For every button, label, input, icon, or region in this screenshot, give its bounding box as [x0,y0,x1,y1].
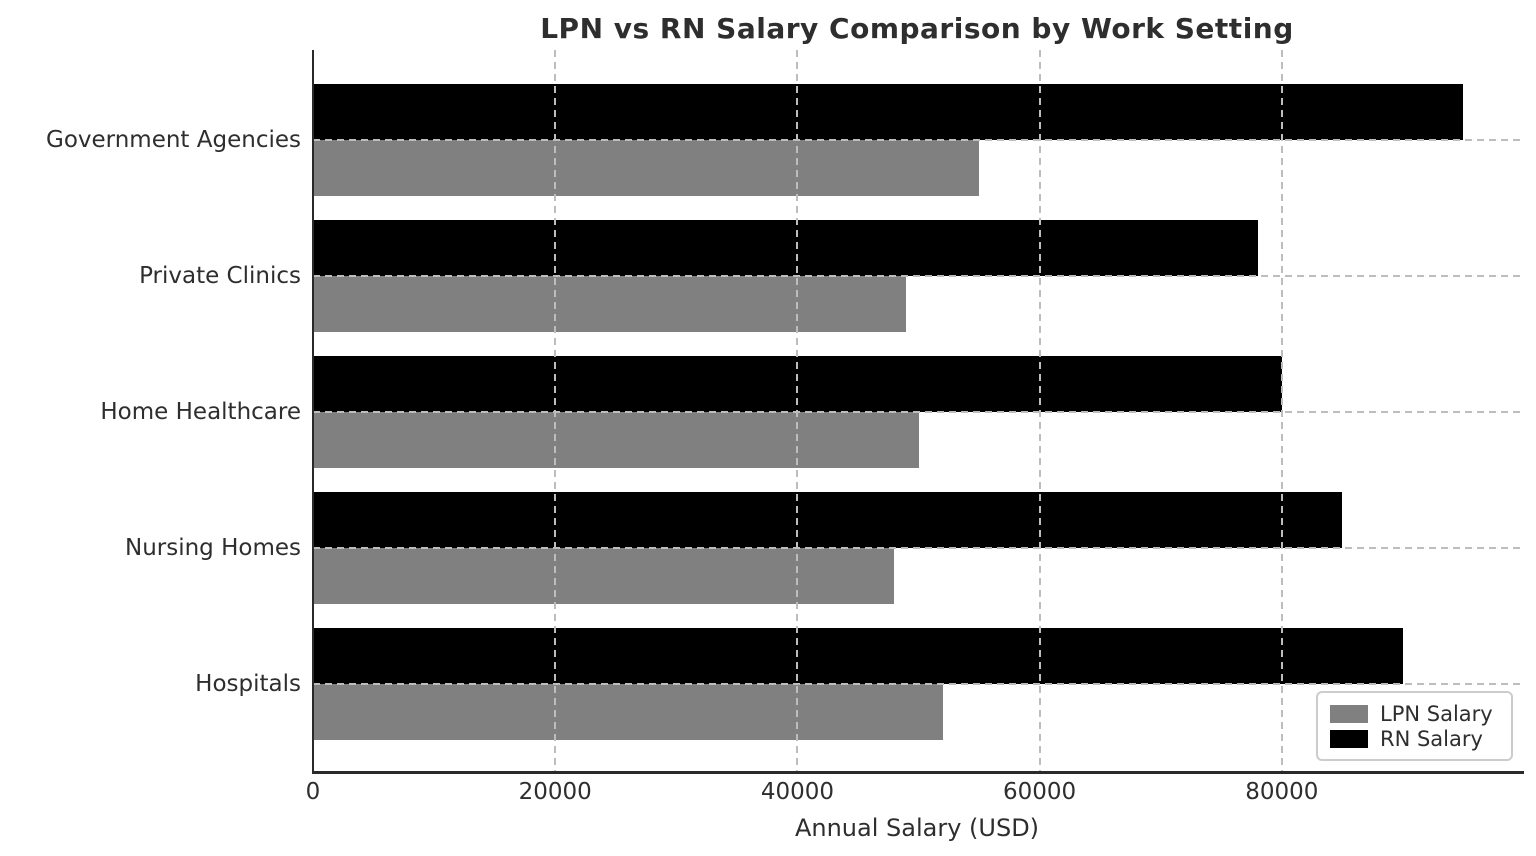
ytick-label-hospitals: Hospitals [195,671,301,697]
bar-lpn-government-agencies [314,140,980,196]
legend: LPN Salary RN Salary [1316,691,1513,761]
legend-item-rn-salary: RN Salary [1330,727,1499,751]
legend-item-lpn-salary: LPN Salary [1330,702,1499,726]
xtick-label-0: 0 [305,779,321,805]
chart-title: LPN vs RN Salary Comparison by Work Sett… [540,12,1294,45]
bar-rn-nursing-homes [314,492,1343,548]
bar-rn-private-clinics [314,220,1258,276]
bar-lpn-home-healthcare [314,412,919,468]
gridline-y-home-healthcare [313,411,1521,413]
gridline-y-government-agencies [313,139,1521,141]
bar-lpn-nursing-homes [314,548,895,604]
legend-swatch-lpn-salary [1330,704,1368,723]
y-axis-spine [312,50,314,773]
gridline-y-nursing-homes [313,547,1521,549]
bar-lpn-private-clinics [314,276,907,332]
ytick-label-home-healthcare: Home Healthcare [100,399,301,425]
legend-label: RN Salary [1380,726,1483,751]
gridline-y-hospitals [313,683,1521,685]
bar-rn-hospitals [314,628,1403,684]
xtick-label-20000: 20000 [518,779,592,805]
ytick-label-private-clinics: Private Clinics [139,263,301,289]
bar-rn-government-agencies [314,84,1464,140]
legend-swatch-rn-salary [1330,729,1368,748]
x-axis-label: Annual Salary (USD) [794,814,1040,842]
ytick-label-government-agencies: Government Agencies [46,127,301,153]
gridline-x-60000 [1038,50,1041,771]
xtick-label-80000: 80000 [1245,779,1319,805]
gridline-y-private-clinics [313,275,1521,277]
x-axis-spine [312,771,1524,774]
gridline-x-80000 [1280,50,1283,771]
gridline-x-20000 [554,50,557,771]
bar-lpn-hospitals [314,684,943,740]
gridline-x-40000 [796,50,799,771]
legend-label: LPN Salary [1380,701,1493,726]
xtick-label-60000: 60000 [1003,779,1077,805]
ytick-label-nursing-homes: Nursing Homes [124,535,301,561]
xtick-label-40000: 40000 [760,779,834,805]
